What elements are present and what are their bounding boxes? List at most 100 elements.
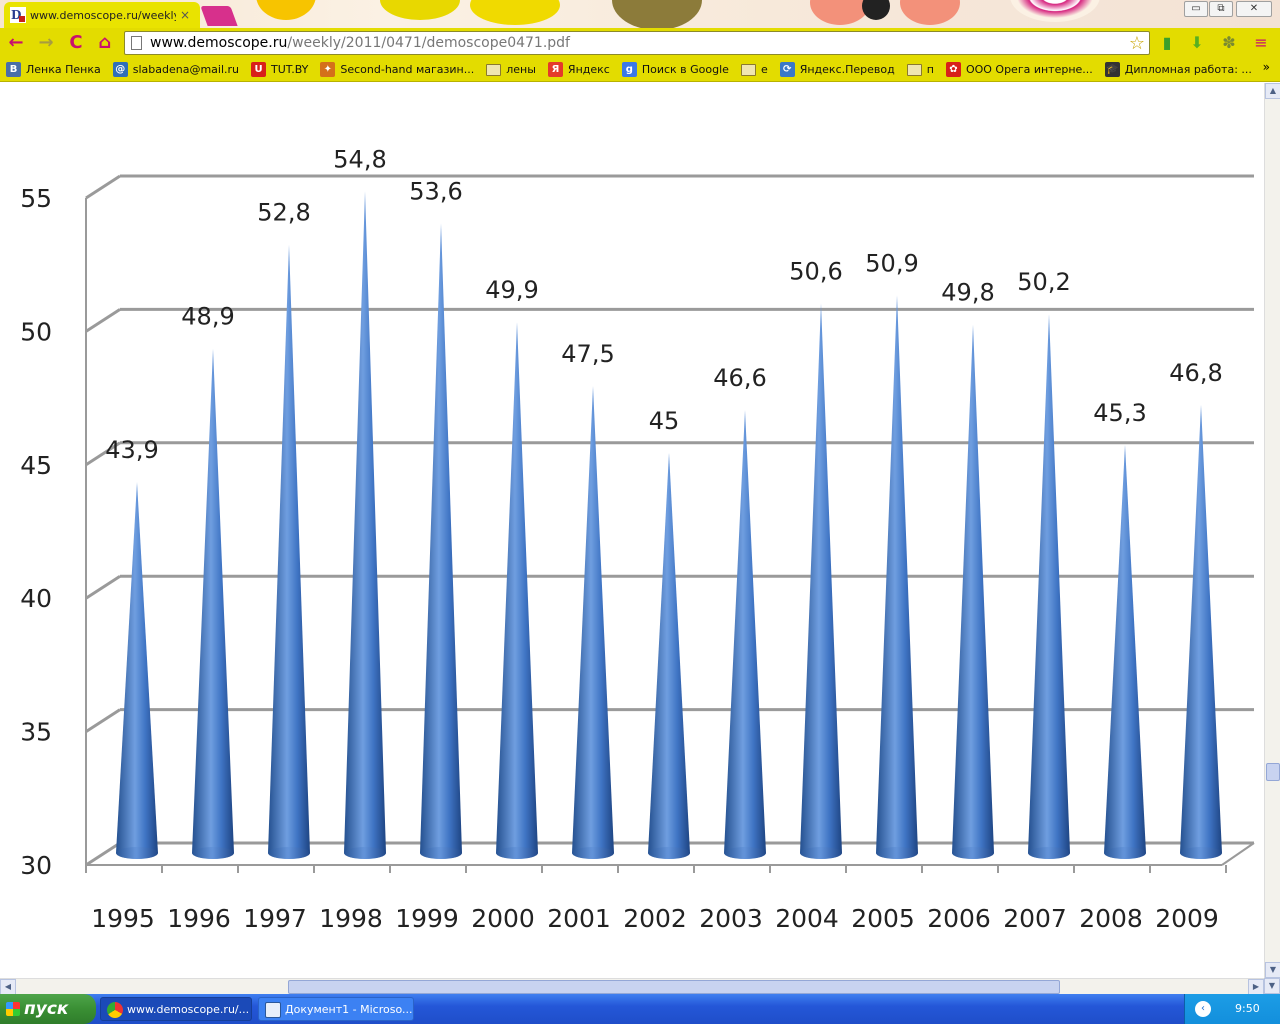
bookmark-item[interactable]: g Поиск в Google	[621, 62, 729, 77]
tray-arrow-icon[interactable]: ‹	[1195, 1001, 1211, 1017]
bookmark-item[interactable]: 🎓 Дипломная работа: ...	[1104, 62, 1252, 77]
restore-button[interactable]: ⧉	[1209, 1, 1233, 17]
scroll-left-button[interactable]: ◀	[0, 979, 16, 995]
back-button[interactable]: ←	[8, 32, 24, 53]
url-host: www.demoscope.ru	[150, 35, 288, 51]
tab-strip: D www.demoscope.ru/weekly/2 × ▭ ⧉ ✕	[0, 0, 1280, 28]
theme-decoration	[900, 0, 960, 25]
paw-extension-icon[interactable]: ✽	[1222, 33, 1236, 52]
cone-base	[1180, 847, 1222, 859]
taskbar-item-word[interactable]: Документ1 - Microso...	[258, 997, 414, 1021]
tab-close-icon[interactable]: ×	[180, 8, 191, 22]
x-tick-label: 1998	[319, 904, 383, 933]
theme-decoration	[612, 0, 702, 28]
bookmark-item[interactable]: ⟳ Яндекс.Перевод	[779, 62, 895, 77]
bookmark-item[interactable]: е	[740, 63, 768, 76]
cone-base	[952, 847, 994, 859]
browser-tab[interactable]: D www.demoscope.ru/weekly/2 ×	[4, 2, 200, 28]
bookmark-star-icon[interactable]: ☆	[1128, 33, 1145, 54]
svg-text:D: D	[11, 8, 21, 22]
taskbar-item-label: Документ1 - Microso...	[285, 1003, 413, 1016]
gridline-depth	[85, 308, 121, 333]
gridline-depth	[85, 574, 121, 600]
url-path: /weekly/2011/0471/demoscope0471.pdf	[287, 35, 570, 51]
bookmark-item[interactable]: U TUT.BY	[251, 62, 308, 77]
taskbar-item-browser[interactable]: www.demoscope.ru/...	[100, 997, 252, 1021]
home-button[interactable]: ⌂	[98, 32, 112, 53]
value-label: 45,3	[1093, 399, 1146, 427]
vertical-scrollbar[interactable]: ▲ ▼	[1264, 83, 1280, 978]
value-label: 50,2	[1017, 268, 1070, 296]
gridline-depth	[85, 174, 121, 200]
taskbar-item-label: www.demoscope.ru/...	[127, 1003, 250, 1016]
gridline-depth	[85, 441, 121, 467]
folder-icon	[906, 63, 922, 76]
signal-extension-icon[interactable]: ▮	[1162, 33, 1172, 52]
minimize-button[interactable]: ▭	[1184, 1, 1208, 17]
gridline-depth	[85, 841, 121, 867]
x-tick-label: 2001	[547, 904, 611, 933]
cone-base	[1104, 847, 1146, 859]
clock: 9:50	[1235, 1002, 1260, 1015]
bookmark-item[interactable]: Я Яндекс	[547, 62, 610, 77]
system-tray: ‹ 9:50	[1184, 994, 1280, 1024]
cone-base	[344, 847, 386, 859]
bookmark-item[interactable]: ✦ Second-hand магазин...	[320, 62, 474, 77]
value-label: 46,6	[713, 364, 766, 392]
menu-icon[interactable]: ≡	[1254, 33, 1268, 52]
close-window-button[interactable]: ✕	[1236, 1, 1272, 17]
cone-bar-2004	[800, 303, 842, 860]
y-tick-label: 55	[20, 184, 52, 213]
bookmark-item[interactable]: п	[906, 63, 934, 76]
value-label: 46,8	[1169, 359, 1222, 387]
x-tick-label: 2003	[699, 904, 763, 933]
download-extension-icon[interactable]: ⬇	[1190, 33, 1204, 52]
secondhand-icon: ✦	[320, 62, 336, 77]
y-tick-label: 45	[20, 451, 52, 480]
horizontal-scrollbar[interactable]: ◀ ▶	[0, 978, 1264, 995]
bookmark-label: Яндекс	[567, 63, 610, 76]
theme-decoration	[256, 0, 316, 20]
forward-button[interactable]: →	[38, 32, 54, 53]
y-tick-label: 40	[20, 584, 52, 613]
orega-icon: ✿	[945, 62, 961, 77]
new-tab-button[interactable]	[200, 6, 238, 26]
start-button[interactable]: пуск	[0, 994, 96, 1024]
folder-icon	[486, 63, 502, 76]
floor-edge	[1221, 842, 1255, 866]
value-label: 48,9	[181, 303, 234, 331]
value-label: 54,8	[333, 145, 386, 173]
bookmarks-overflow-button[interactable]: »	[1262, 60, 1270, 74]
reload-button[interactable]: C	[69, 32, 83, 53]
y-tick-label: 35	[20, 718, 52, 747]
x-tick-label: 1999	[395, 904, 459, 933]
cone-bar-1999	[420, 223, 462, 860]
bookmark-item[interactable]: лены	[486, 63, 536, 76]
bookmark-label: Ленка Пенка	[26, 63, 101, 76]
google-icon: g	[621, 62, 637, 77]
demoscope-favicon-icon: D	[10, 7, 26, 23]
bookmark-item[interactable]: ✿ ООО Орега интерне...	[945, 62, 1093, 77]
cone-base	[268, 847, 310, 859]
value-label: 50,6	[789, 257, 842, 285]
cone-base	[1028, 847, 1070, 859]
cone-bar-2002	[648, 452, 690, 859]
vertical-scroll-thumb[interactable]	[1266, 763, 1280, 781]
x-tick-label: 2004	[775, 904, 839, 933]
address-bar[interactable]: www.demoscope.ru/weekly/2011/0471/demosc…	[124, 31, 1150, 55]
scroll-down-button[interactable]: ▼	[1265, 962, 1280, 978]
x-tick-label: 1997	[243, 904, 307, 933]
horizontal-scroll-thumb[interactable]	[288, 980, 1060, 994]
bookmark-label: лены	[506, 63, 536, 76]
cone-base	[420, 847, 462, 859]
cone-base	[572, 847, 614, 859]
value-label: 49,8	[941, 279, 994, 307]
cone-bar-2005	[876, 295, 918, 859]
cone-base	[724, 847, 766, 859]
diploma-icon: 🎓	[1104, 62, 1120, 77]
scroll-up-button[interactable]: ▲	[1265, 83, 1280, 99]
taskbar: пуск www.demoscope.ru/... Документ1 - Mi…	[0, 994, 1280, 1024]
scroll-right-button[interactable]: ▶	[1248, 979, 1264, 995]
bookmark-item[interactable]: @ slabadena@mail.ru	[112, 62, 239, 77]
bookmark-item[interactable]: В Ленка Пенка	[6, 62, 101, 77]
